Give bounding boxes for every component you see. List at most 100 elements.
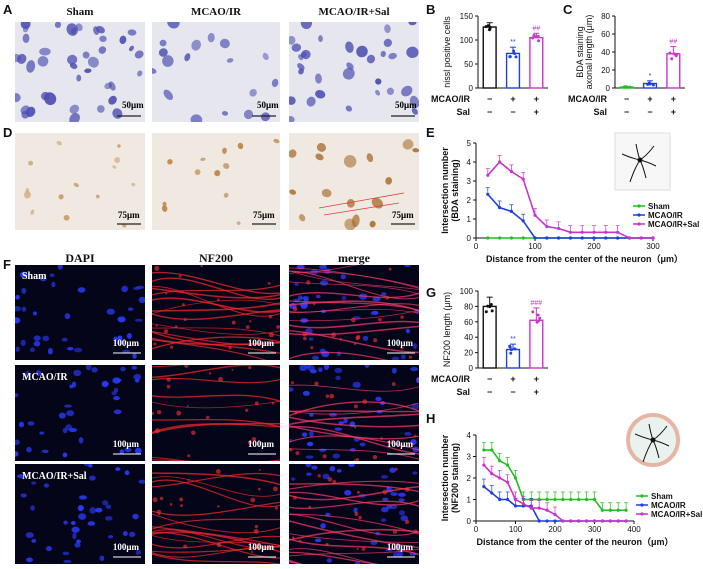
cell-mark bbox=[318, 35, 323, 43]
fiber-dot bbox=[217, 505, 220, 508]
cell-mark bbox=[214, 170, 221, 177]
nucleus-mark bbox=[21, 306, 27, 312]
row-label-mcao: MCAO/IR bbox=[22, 372, 68, 383]
cell-mark bbox=[191, 39, 202, 51]
fiber-dot bbox=[228, 346, 232, 350]
panel-letter-h: H bbox=[426, 411, 436, 426]
B-point-1 bbox=[508, 55, 512, 59]
cell-mark bbox=[184, 53, 191, 62]
B-sign1-0: − bbox=[487, 94, 492, 104]
nucleus-mark bbox=[410, 366, 419, 372]
fiber-mark bbox=[152, 377, 280, 384]
fiber-mark bbox=[152, 297, 280, 313]
E-xtick-label: 0 bbox=[474, 242, 479, 251]
fiber-mark bbox=[152, 479, 280, 508]
nucleus-mark bbox=[302, 390, 310, 396]
fiber-dot bbox=[322, 265, 326, 267]
nucleus-mark bbox=[89, 507, 97, 514]
cell-mark bbox=[15, 93, 21, 103]
B-ylabel: nissl positive cells bbox=[442, 16, 452, 88]
fiber-dot bbox=[276, 324, 280, 329]
B-treat-row1: MCAO/IR bbox=[431, 94, 470, 104]
G-treat-row2: Sal bbox=[456, 387, 470, 397]
nucleus-mark bbox=[336, 469, 342, 473]
G-point-0 bbox=[484, 310, 488, 314]
H-xtick-label: 400 bbox=[627, 525, 641, 534]
nucleus-mark bbox=[27, 421, 35, 426]
fiber-dot bbox=[388, 267, 392, 271]
cell-mark bbox=[117, 144, 121, 148]
cell-mark bbox=[401, 85, 413, 97]
fiber-dot bbox=[200, 265, 203, 267]
nissl-image-sham bbox=[15, 22, 145, 122]
nucleus-mark bbox=[77, 287, 86, 293]
fiber-dot bbox=[157, 512, 161, 516]
fiber-dot bbox=[391, 382, 396, 386]
nucleus-mark bbox=[318, 367, 323, 372]
nucleus-mark bbox=[65, 424, 73, 431]
nucleus-mark bbox=[47, 348, 53, 355]
C-point-1 bbox=[648, 82, 652, 86]
fiber-dot bbox=[258, 468, 261, 471]
cell-mark bbox=[316, 142, 327, 152]
fiber-dot bbox=[154, 428, 160, 434]
cell-mark bbox=[383, 38, 392, 47]
nucleus-mark bbox=[41, 449, 49, 454]
nucleus-mark bbox=[15, 294, 20, 300]
scale-label-f: 100μm bbox=[247, 338, 274, 348]
nucleus-mark bbox=[391, 356, 400, 360]
C-point-2 bbox=[668, 51, 672, 55]
nucleus-mark bbox=[391, 367, 397, 374]
H-point-2 bbox=[569, 519, 573, 523]
nucleus-mark bbox=[15, 439, 20, 445]
cell-mark bbox=[158, 48, 168, 57]
B-bar-1 bbox=[505, 52, 521, 89]
cell-mark bbox=[380, 50, 386, 58]
nissl-cells-mcao bbox=[152, 22, 279, 122]
G-point-2 bbox=[531, 310, 535, 314]
C-sign2-2: + bbox=[671, 107, 676, 117]
nucleus-mark bbox=[26, 446, 32, 453]
B-ytick-label: 0 bbox=[469, 84, 474, 93]
nucleus-mark bbox=[335, 375, 341, 381]
bda-image-mcao bbox=[152, 133, 280, 230]
B-sign2-2: + bbox=[534, 107, 539, 117]
fiber-dot bbox=[257, 487, 261, 491]
fiber-dot bbox=[191, 430, 196, 435]
fiber-mark bbox=[289, 448, 419, 460]
E-point-0 bbox=[509, 236, 513, 240]
fiber-mark bbox=[289, 270, 419, 300]
col-title-mcao: MCAO/IR bbox=[190, 6, 242, 18]
fiber-mark bbox=[289, 300, 419, 312]
panel-letter-g: G bbox=[426, 285, 437, 300]
fiber-dot bbox=[356, 490, 360, 494]
cell-mark bbox=[222, 147, 227, 154]
fluo-image-r1-c1: 100μm bbox=[152, 365, 280, 461]
cell-mark bbox=[221, 111, 229, 116]
cell-mark bbox=[69, 104, 80, 114]
cell-mark bbox=[301, 49, 311, 60]
E-ylabel-l2: (BDA staining) bbox=[450, 159, 460, 221]
neuron-inset-h-soma bbox=[650, 437, 656, 443]
fiber-dot bbox=[314, 381, 319, 386]
fiber-dot bbox=[254, 401, 259, 406]
nucleus-mark bbox=[301, 432, 308, 437]
nucleus-mark bbox=[39, 431, 45, 435]
E-point-0 bbox=[486, 236, 490, 240]
nucleus-mark bbox=[404, 265, 411, 267]
C-sign1-2: + bbox=[671, 94, 676, 104]
cell-mark bbox=[112, 165, 117, 169]
col-title-merge: merge bbox=[338, 251, 370, 265]
cell-mark bbox=[289, 189, 297, 195]
H-legend-label-2: MCAO/IR+Sal bbox=[651, 510, 702, 519]
fluo-svg-r1-c0 bbox=[15, 365, 142, 458]
panel-letter-f: F bbox=[3, 257, 11, 272]
C-point-1 bbox=[651, 83, 655, 87]
nucleus-mark bbox=[30, 505, 35, 511]
C-point-0 bbox=[628, 85, 632, 89]
fiber-dot bbox=[178, 274, 182, 278]
nucleus-mark bbox=[127, 307, 134, 311]
fiber-mark bbox=[152, 418, 280, 428]
cell-mark bbox=[152, 67, 157, 74]
scale-label-f: 100μm bbox=[386, 439, 413, 449]
